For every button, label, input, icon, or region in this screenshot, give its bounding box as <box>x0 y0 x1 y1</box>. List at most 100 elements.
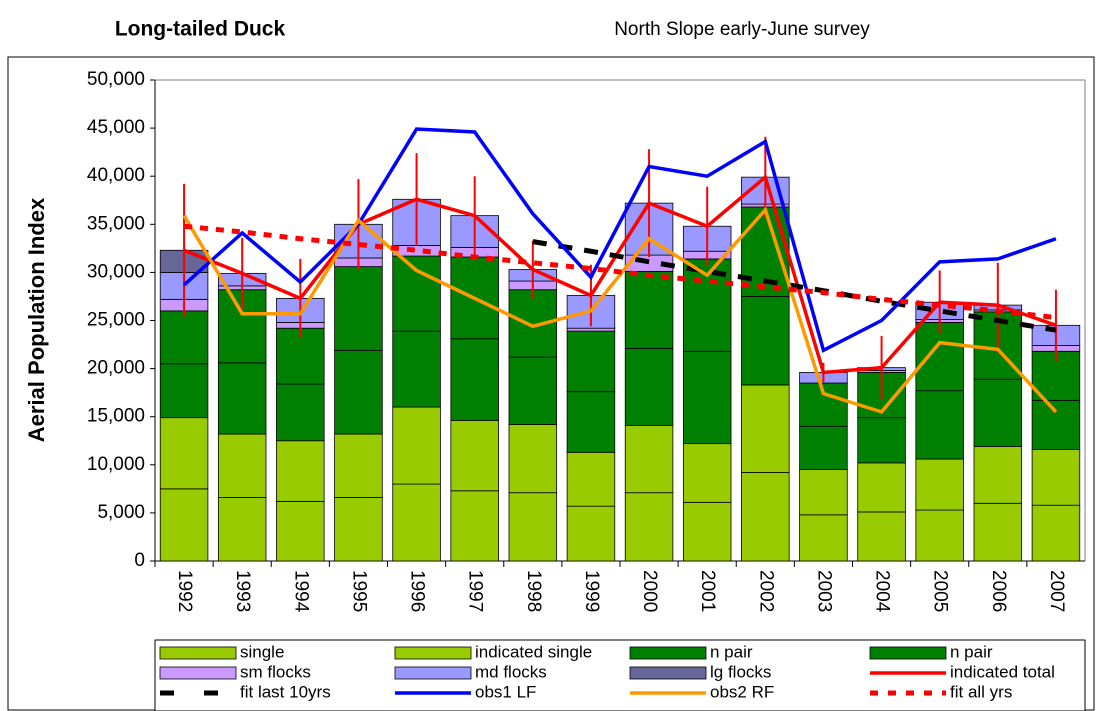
legend-label: single <box>240 642 284 661</box>
x-tick-label: 1994 <box>290 570 311 613</box>
bar-segment <box>624 492 674 562</box>
x-tick-label: 2006 <box>988 570 1009 612</box>
bar-segment <box>159 363 209 419</box>
x-tick-label: 2005 <box>930 570 951 612</box>
legend-label: sm flocks <box>240 662 311 681</box>
bar-segment <box>334 433 383 498</box>
y-axis-label: Aerial Population Index <box>24 197 49 442</box>
chart-title: Long-tailed Duck <box>115 18 286 41</box>
bar-segment <box>973 446 1023 504</box>
bar-segment <box>217 497 267 562</box>
bar-segment <box>682 443 732 503</box>
bar-segment <box>392 406 441 485</box>
series-line <box>182 206 1058 414</box>
x-tick-label: 2000 <box>639 570 660 612</box>
bar-segment <box>217 433 267 498</box>
y-tick-label: 40,000 <box>87 165 145 186</box>
y-tick-label: 35,000 <box>87 213 145 234</box>
x-tick-label: 1992 <box>174 570 195 612</box>
y-tick-label: 20,000 <box>87 358 145 379</box>
bar-segment <box>159 488 209 562</box>
bar-segment <box>973 502 1023 562</box>
y-tick-label: 15,000 <box>87 406 145 427</box>
bar-segment <box>566 391 616 453</box>
bar-segment <box>741 296 790 386</box>
bar-segment <box>508 423 558 494</box>
y-tick-label: 0 <box>134 550 145 571</box>
x-tick-label: 1995 <box>348 570 369 612</box>
legend-swatch <box>159 646 237 660</box>
series-line <box>183 223 1057 321</box>
bar-segment <box>276 500 325 562</box>
legend-label: n pair <box>950 642 993 661</box>
bar-segment <box>741 472 790 562</box>
legend-swatch <box>394 646 472 660</box>
bar-segment <box>450 338 499 421</box>
x-tick-label: 2001 <box>697 570 718 612</box>
legend-label: indicated single <box>475 642 592 661</box>
x-tick-label: 2003 <box>813 570 834 612</box>
legend-swatch <box>629 666 707 680</box>
bar-segment <box>276 440 325 502</box>
y-tick-label: 5,000 <box>97 502 145 523</box>
x-tick-label: 2007 <box>1046 570 1067 612</box>
bar-segment <box>450 420 499 492</box>
y-tick-label: 50,000 <box>87 69 145 90</box>
bar-segment <box>159 310 209 365</box>
series-line <box>532 239 1057 333</box>
bar-segment <box>334 349 383 435</box>
bar-segment <box>566 505 616 562</box>
legend-swatch <box>869 646 947 660</box>
bar-segment <box>1031 504 1081 562</box>
y-tick-label: 30,000 <box>87 261 145 282</box>
bar-segment <box>624 424 674 494</box>
bar-segment <box>508 492 558 562</box>
bar-segment <box>915 509 964 562</box>
bar-segment <box>799 469 848 516</box>
legend-swatch <box>159 666 237 680</box>
bar-segment <box>1031 449 1081 506</box>
legend-label: obs1 LF <box>475 682 536 701</box>
bar-segment <box>799 425 848 471</box>
bar-segment <box>508 356 558 425</box>
bar-segment <box>915 458 964 511</box>
legend-label: md flocks <box>475 662 547 681</box>
bar-segment <box>392 330 441 408</box>
bar-segment <box>857 511 906 562</box>
legend-label: fit last 10yrs <box>240 682 331 701</box>
legend-swatch <box>629 646 707 660</box>
legend-swatch <box>394 666 472 680</box>
x-tick-label: 2002 <box>755 570 776 612</box>
series-line <box>182 127 1057 353</box>
bar-segment <box>1031 399 1081 450</box>
bar-segment <box>566 451 616 507</box>
bar-segment <box>857 417 906 464</box>
bar-segment <box>450 490 499 562</box>
legend-label: n pair <box>710 642 753 661</box>
bar-segment <box>624 271 674 349</box>
x-tick-label: 1996 <box>407 570 428 612</box>
legend-label: lg flocks <box>710 662 771 681</box>
bar-segment <box>973 378 1023 447</box>
x-tick-label: 1997 <box>465 570 486 612</box>
x-tick-label: 2004 <box>872 570 893 613</box>
bar-segment <box>566 327 616 332</box>
bar-segment <box>566 330 616 393</box>
bar-segment <box>392 483 441 562</box>
bar-segment <box>682 350 732 445</box>
bar-segment <box>915 390 964 460</box>
chart-subtitle: North Slope early-June survey <box>614 19 870 40</box>
y-tick-label: 25,000 <box>87 310 145 331</box>
y-tick-label: 45,000 <box>87 117 145 138</box>
bar-segment <box>682 501 732 562</box>
legend-label: indicated total <box>950 662 1055 681</box>
bar-segment <box>276 383 325 442</box>
bar-segment <box>392 255 441 332</box>
bar-segment <box>624 347 674 426</box>
legend-label: obs2 RF <box>710 682 774 701</box>
bar-segment <box>799 514 848 562</box>
bar-segment <box>334 266 383 351</box>
bar-segment <box>217 362 267 435</box>
y-tick-label: 10,000 <box>87 454 145 475</box>
